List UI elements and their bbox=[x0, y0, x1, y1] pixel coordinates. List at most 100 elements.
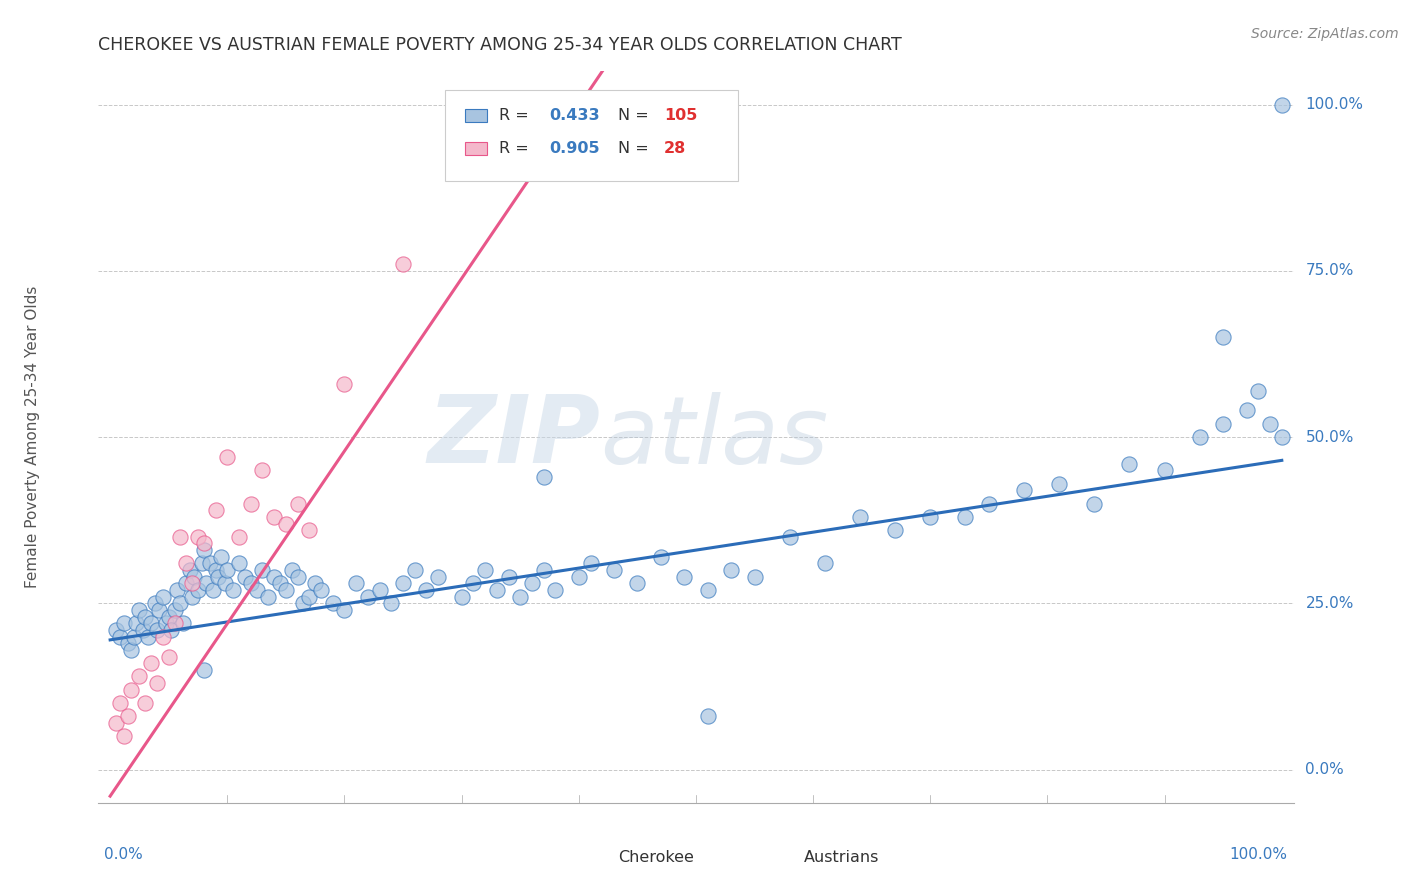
Text: Cherokee: Cherokee bbox=[619, 850, 695, 865]
Point bbox=[211, 549, 233, 564]
Point bbox=[228, 557, 250, 571]
Point bbox=[322, 596, 344, 610]
Point bbox=[105, 623, 128, 637]
Point bbox=[1271, 97, 1294, 112]
Point bbox=[814, 557, 837, 571]
Point bbox=[105, 716, 128, 731]
Point bbox=[1212, 417, 1234, 431]
Point bbox=[239, 576, 262, 591]
Point bbox=[183, 570, 205, 584]
Point bbox=[450, 590, 472, 604]
Point bbox=[172, 616, 194, 631]
Point bbox=[955, 509, 977, 524]
Text: R =: R = bbox=[499, 108, 534, 123]
Point bbox=[415, 582, 437, 597]
Point bbox=[274, 582, 297, 597]
Text: 25.0%: 25.0% bbox=[1305, 596, 1354, 611]
Point bbox=[404, 563, 426, 577]
Text: CHEROKEE VS AUSTRIAN FEMALE POVERTY AMONG 25-34 YEAR OLDS CORRELATION CHART: CHEROKEE VS AUSTRIAN FEMALE POVERTY AMON… bbox=[98, 36, 903, 54]
Text: 0.905: 0.905 bbox=[548, 141, 599, 156]
Point bbox=[193, 663, 215, 677]
Point bbox=[357, 590, 380, 604]
Point bbox=[252, 563, 274, 577]
Point bbox=[157, 609, 180, 624]
Bar bbox=[762, 847, 797, 869]
Point bbox=[579, 557, 602, 571]
Point bbox=[174, 576, 197, 591]
Point bbox=[141, 616, 163, 631]
Point bbox=[720, 563, 742, 577]
Point bbox=[252, 463, 274, 477]
Point bbox=[233, 570, 256, 584]
Text: 28: 28 bbox=[664, 141, 686, 156]
Point bbox=[204, 503, 226, 517]
Point bbox=[239, 497, 262, 511]
Point bbox=[498, 570, 520, 584]
Point bbox=[520, 576, 543, 591]
Point bbox=[287, 497, 309, 511]
Point bbox=[112, 616, 135, 631]
Point bbox=[568, 570, 591, 584]
Point bbox=[207, 570, 229, 584]
Point bbox=[263, 570, 285, 584]
Point bbox=[136, 630, 159, 644]
Point bbox=[281, 563, 304, 577]
Point bbox=[333, 603, 356, 617]
Point bbox=[187, 530, 209, 544]
Point bbox=[1188, 430, 1211, 444]
Point bbox=[120, 643, 142, 657]
Point bbox=[169, 530, 191, 544]
Point bbox=[1212, 330, 1234, 344]
Point bbox=[117, 636, 139, 650]
Point bbox=[141, 656, 163, 670]
Point bbox=[392, 576, 415, 591]
Point bbox=[228, 530, 250, 544]
Point bbox=[128, 603, 150, 617]
Point bbox=[1153, 463, 1175, 477]
Point bbox=[155, 616, 177, 631]
Point bbox=[134, 696, 156, 710]
Point bbox=[181, 590, 204, 604]
Point bbox=[152, 590, 174, 604]
Point bbox=[193, 543, 215, 558]
Point bbox=[152, 630, 174, 644]
Point bbox=[427, 570, 450, 584]
Point bbox=[287, 570, 309, 584]
Point bbox=[533, 563, 555, 577]
Point bbox=[626, 576, 648, 591]
Point bbox=[509, 590, 531, 604]
Point bbox=[117, 709, 139, 723]
Point bbox=[125, 616, 148, 631]
Text: 100.0%: 100.0% bbox=[1305, 97, 1364, 112]
Point bbox=[174, 557, 197, 571]
Point bbox=[263, 509, 285, 524]
Point bbox=[204, 563, 226, 577]
Point bbox=[744, 570, 766, 584]
Point bbox=[122, 630, 145, 644]
Text: N =: N = bbox=[619, 141, 659, 156]
Text: 0.0%: 0.0% bbox=[1305, 762, 1344, 777]
Bar bbox=[465, 109, 486, 122]
Text: ZIP: ZIP bbox=[427, 391, 600, 483]
Point bbox=[380, 596, 402, 610]
Point bbox=[187, 582, 209, 597]
Text: 0.433: 0.433 bbox=[548, 108, 599, 123]
Point bbox=[1118, 457, 1140, 471]
Point bbox=[120, 682, 142, 697]
Point bbox=[112, 729, 135, 743]
Text: Female Poverty Among 25-34 Year Olds: Female Poverty Among 25-34 Year Olds bbox=[25, 286, 41, 588]
Point bbox=[195, 576, 218, 591]
Bar bbox=[465, 142, 486, 154]
Point bbox=[298, 523, 321, 537]
FancyBboxPatch shape bbox=[444, 90, 738, 181]
Point bbox=[1012, 483, 1035, 498]
Point bbox=[1258, 417, 1281, 431]
Point bbox=[344, 576, 367, 591]
Point bbox=[132, 623, 155, 637]
Point bbox=[217, 563, 239, 577]
Point bbox=[181, 576, 204, 591]
Point bbox=[696, 709, 718, 723]
Text: atlas: atlas bbox=[600, 392, 828, 483]
Point bbox=[134, 609, 156, 624]
Text: 105: 105 bbox=[664, 108, 697, 123]
